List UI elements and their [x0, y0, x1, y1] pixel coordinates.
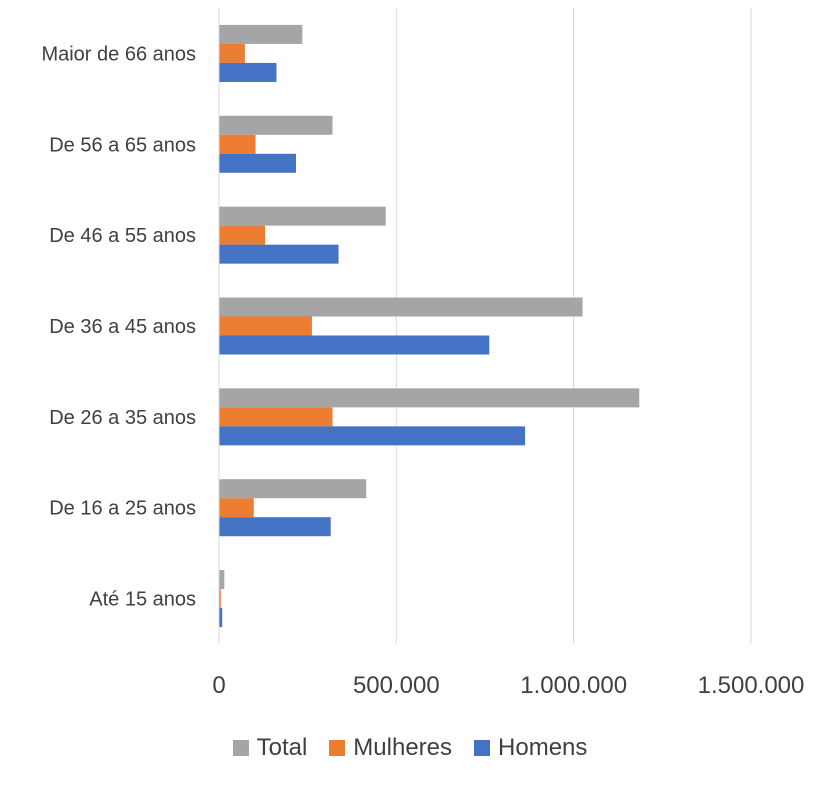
category-label-3: De 26 a 35 anos: [49, 407, 196, 429]
legend-swatch-homens: [474, 740, 491, 756]
x-tick-label-3: 1.500.000: [698, 672, 805, 699]
bar-mulheres-4: [219, 316, 312, 336]
legend: Total Mulheres Homens: [0, 734, 820, 762]
bar-mulheres-1: [219, 589, 221, 609]
x-tick-label-1: 500.000: [353, 672, 440, 699]
category-label-5: De 46 a 55 anos: [49, 225, 196, 247]
bar-homens-4: [219, 335, 490, 355]
bar-total-3: [219, 388, 640, 408]
bar-chart: Até 15 anos De 16 a 25 anos De 26 a 35 ano…: [41, 8, 805, 699]
category-label-1: Até 15 anos: [89, 589, 196, 611]
legend-label-homens: Homens: [498, 734, 588, 761]
bar-total-2: [219, 479, 367, 499]
bar-total-6: [219, 115, 333, 135]
bar-homens-7: [219, 62, 277, 82]
bar-homens-1: [219, 608, 223, 628]
bar-homens-5: [219, 244, 339, 264]
bar-mulheres-5: [219, 225, 266, 245]
x-tick-label-2: 1.000.000: [520, 672, 627, 699]
legend-label-total: Total: [256, 734, 308, 761]
bar-total-4: [219, 297, 583, 317]
category-label-7: Maior de 66 anos: [41, 43, 196, 65]
bar-mulheres-6: [219, 134, 256, 154]
legend-item-mulheres: Mulheres: [329, 734, 452, 762]
bar-total-7: [219, 24, 303, 44]
legend-item-homens: Homens: [474, 734, 587, 762]
bar-homens-6: [219, 153, 296, 173]
legend-swatch-total: [232, 740, 249, 756]
bar-mulheres-2: [219, 498, 254, 518]
category-label-4: De 36 a 45 anos: [49, 316, 196, 338]
legend-label-mulheres: Mulheres: [353, 734, 453, 761]
legend-swatch-mulheres: [329, 740, 346, 756]
bar-total-5: [219, 206, 386, 226]
legend-item-total: Total: [232, 734, 308, 762]
category-label-6: De 56 a 65 anos: [49, 134, 196, 156]
bar-total-1: [219, 570, 225, 590]
bar-homens-3: [219, 426, 526, 446]
x-tick-label-0: 0: [212, 672, 225, 699]
category-label-2: De 16 a 25 anos: [49, 498, 196, 520]
bar-homens-2: [219, 517, 331, 537]
bar-mulheres-7: [219, 43, 245, 63]
bar-mulheres-3: [219, 407, 333, 427]
